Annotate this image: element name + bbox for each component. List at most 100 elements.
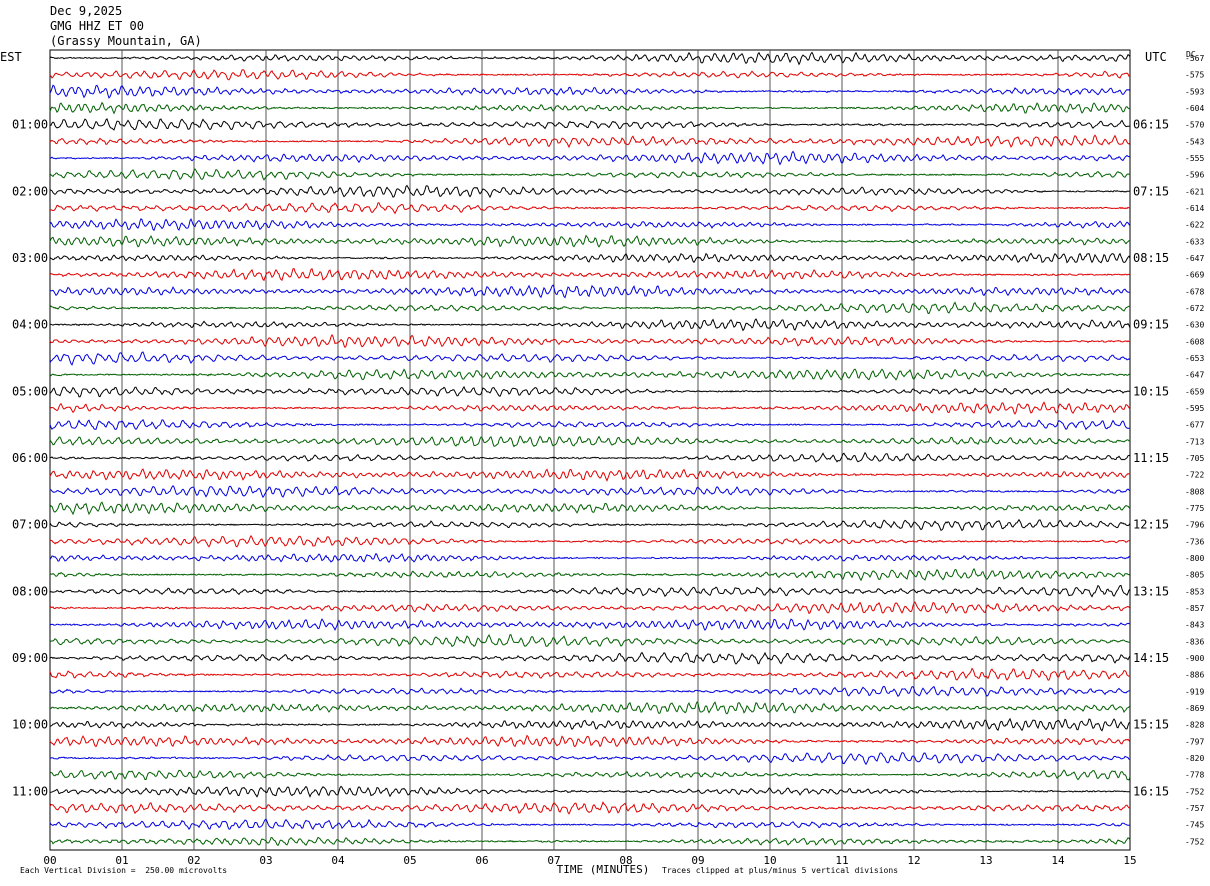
trace-offset-label: -659 — [1185, 387, 1204, 396]
trace-offset-label: -900 — [1185, 654, 1204, 663]
clip-note: Traces clipped at plus/minus 5 vertical … — [662, 866, 899, 875]
trace-offset-label: -604 — [1185, 104, 1204, 113]
right-hour-label: 14:15 — [1133, 651, 1169, 665]
seismic-trace — [49, 701, 1131, 715]
seismic-trace — [49, 485, 1131, 499]
right-hour-label: 11:15 — [1133, 451, 1169, 465]
trace-offset-label: -614 — [1185, 204, 1204, 213]
seismic-trace — [49, 184, 1131, 199]
x-tick-label: 09 — [691, 854, 704, 867]
trace-offset-label: -796 — [1185, 521, 1204, 530]
trace-offset-label: -820 — [1185, 754, 1204, 763]
seismic-trace — [49, 84, 1131, 99]
trace-offset-label: -543 — [1185, 137, 1204, 146]
x-tick-label: 01 — [115, 854, 128, 867]
left-hour-label: 09:00 — [12, 651, 48, 665]
right-hour-labels: 06:15 07:15 08:15 09:15 10:15 11:15 12:15 13:15… — [1133, 118, 1169, 799]
trace-offset-label: -678 — [1185, 287, 1204, 296]
x-tick-label: 05 — [403, 854, 416, 867]
seismic-trace — [49, 633, 1131, 648]
trace-offset-label: -567 — [1185, 54, 1204, 63]
seismic-trace — [49, 685, 1131, 697]
seismic-trace — [49, 785, 1130, 798]
trace-offset-label: -745 — [1185, 821, 1204, 830]
trace-offset-label: -869 — [1185, 704, 1204, 713]
trace-offset-label: -857 — [1185, 604, 1204, 613]
trace-offset-label: -630 — [1185, 321, 1204, 330]
left-hour-label: 02:00 — [12, 184, 48, 198]
trace-offset-label: -800 — [1185, 554, 1204, 563]
station-label: GMG HHZ ET 00 — [50, 19, 144, 33]
left-hour-label: 07:00 — [12, 518, 48, 532]
x-tick-label: 04 — [331, 854, 345, 867]
seismic-trace — [49, 385, 1131, 398]
x-tick-label: 15 — [1123, 854, 1136, 867]
left-hour-label: 04:00 — [12, 318, 48, 332]
seismic-trace — [49, 268, 1131, 282]
seismic-trace — [49, 451, 1131, 463]
seismic-trace — [49, 501, 1131, 516]
trace-offset-label: -805 — [1185, 571, 1204, 580]
left-hour-label: 08:00 — [12, 584, 48, 598]
trace-offset-label: -808 — [1185, 487, 1204, 496]
trace-offset-label: -621 — [1185, 187, 1204, 196]
seismic-trace — [49, 734, 1131, 748]
trace-offset-label: -775 — [1185, 504, 1204, 513]
right-hour-label: 12:15 — [1133, 518, 1169, 532]
seismic-trace — [49, 667, 1131, 681]
seismic-trace — [49, 435, 1131, 448]
seismic-trace — [49, 301, 1130, 315]
seismic-trace — [49, 651, 1131, 665]
trace-offset-label: -713 — [1185, 437, 1204, 446]
x-axis-title: TIME (MINUTES) — [557, 863, 650, 876]
trace-offset-label: -677 — [1185, 421, 1204, 430]
grid — [49, 49, 1131, 851]
seismic-trace — [49, 68, 1131, 81]
plot-frame — [49, 49, 1131, 851]
left-hour-label: 11:00 — [12, 784, 48, 798]
left-hour-label: 06:00 — [12, 451, 48, 465]
trace-offset-label: -647 — [1185, 371, 1204, 380]
location-label: (Grassy Mountain, GA) — [50, 34, 202, 48]
trace-offset-label: -919 — [1185, 687, 1204, 696]
seismic-trace — [49, 234, 1131, 248]
right-hour-label: 08:15 — [1133, 251, 1169, 265]
seismic-trace — [49, 552, 1131, 563]
seismic-trace — [49, 333, 1131, 349]
right-hour-label: 07:15 — [1133, 184, 1169, 198]
x-tick-label: 08 — [619, 854, 632, 867]
trace-offset-label: -669 — [1185, 271, 1204, 280]
trace-offset-label: -633 — [1185, 237, 1204, 246]
trace-offset-label: -705 — [1185, 454, 1204, 463]
seismic-trace — [49, 769, 1131, 781]
trace-offset-labels: -567 -575 -593 -604 -570 -543 -555 -596 -621 -614… — [1185, 54, 1204, 846]
trace-offset-label: -757 — [1185, 804, 1204, 813]
trace-offset-label: -595 — [1185, 404, 1204, 413]
seismic-trace — [49, 134, 1131, 149]
trace-group — [49, 51, 1131, 847]
trace-offset-label: -853 — [1185, 587, 1204, 596]
seismic-trace — [49, 101, 1131, 115]
seismic-trace — [50, 150, 1131, 166]
trace-offset-label: -596 — [1185, 171, 1204, 180]
seismic-trace — [49, 818, 1131, 831]
seismic-trace — [49, 252, 1131, 264]
left-hour-label: 01:00 — [12, 118, 48, 132]
x-tick-label: 06 — [475, 854, 488, 867]
seismic-trace — [49, 752, 1131, 766]
x-tick-label: 03 — [259, 854, 272, 867]
right-hour-label: 06:15 — [1133, 118, 1169, 132]
seismic-trace — [49, 518, 1131, 532]
seismic-trace — [49, 836, 1131, 847]
right-hour-label: 16:15 — [1133, 784, 1169, 798]
x-tick-labels: 00 01 02 03 04 05 06 07 08 09 10 11 12 13 14 15 — [43, 854, 1136, 867]
seismic-trace — [49, 351, 1131, 366]
left-hour-labels: 01:00 02:00 03:00 04:00 05:00 06:00 07:00 08:00… — [12, 118, 48, 799]
x-tick-label: 02 — [187, 854, 200, 867]
seismic-trace — [49, 318, 1131, 332]
trace-offset-label: -647 — [1185, 254, 1204, 263]
x-tick-label: 00 — [43, 854, 56, 867]
trace-offset-label: -575 — [1185, 71, 1204, 80]
trace-offset-label: -752 — [1185, 787, 1204, 796]
